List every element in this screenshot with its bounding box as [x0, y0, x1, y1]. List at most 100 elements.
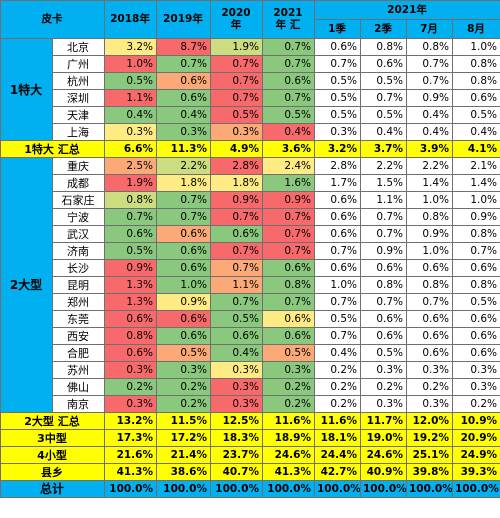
value-cell: 0.5%: [156, 344, 211, 362]
value-cell: 0.2%: [314, 361, 361, 379]
value-cell: 1.3%: [104, 293, 157, 311]
city-cell: 成都: [52, 174, 105, 192]
value-cell: 0.3%: [314, 123, 361, 141]
value-cell: 0.6%: [156, 327, 211, 345]
value-cell: 19.2%: [406, 429, 453, 447]
value-cell: 1.0%: [156, 276, 211, 294]
value-cell: 0.3%: [451, 361, 500, 379]
value-cell: 0.7%: [262, 38, 315, 56]
summary-value-cell: 10.9%: [451, 412, 500, 430]
value-cell: 0.8%: [451, 225, 500, 243]
value-cell: 0.2%: [156, 378, 211, 396]
city-cell: 西安: [52, 327, 105, 345]
value-cell: 0.5%: [104, 72, 157, 90]
value-cell: 0.7%: [406, 55, 453, 73]
value-cell: 0.3%: [210, 395, 263, 413]
city-cell: 合肥: [52, 344, 105, 362]
value-cell: 0.2%: [406, 378, 453, 396]
value-cell: 21.4%: [156, 446, 211, 464]
table-row: 宁波 0.7% 0.7% 0.7% 0.7% 0.6% 0.7% 0.8% 0.9%: [1, 208, 500, 226]
value-cell: 0.8%: [104, 327, 157, 345]
city-cell: 天津: [52, 106, 105, 124]
summary-value-cell: 11.3%: [156, 140, 211, 158]
summary-value-cell: 3.9%: [406, 140, 453, 158]
table-row: 昆明 1.3% 1.0% 1.1% 0.8% 1.0% 0.8% 0.8% 0.8%: [1, 276, 500, 294]
value-cell: 0.8%: [406, 208, 453, 226]
table-row: 天津 0.4% 0.4% 0.5% 0.5% 0.5% 0.5% 0.4% 0.5%: [1, 106, 500, 124]
value-cell: 0.2%: [314, 395, 361, 413]
value-cell: 0.6%: [156, 310, 211, 328]
summary-value-cell: 13.2%: [104, 412, 157, 430]
value-cell: 18.1%: [314, 429, 361, 447]
total-value-cell: 100.0%: [104, 480, 157, 498]
value-cell: 21.6%: [104, 446, 157, 464]
value-cell: 17.2%: [156, 429, 211, 447]
value-cell: 0.7%: [262, 55, 315, 73]
city-cell: 石家庄: [52, 191, 105, 209]
value-cell: 0.6%: [451, 344, 500, 362]
value-cell: 0.4%: [360, 123, 407, 141]
value-cell: 1.7%: [314, 174, 361, 192]
city-cell: 杭州: [52, 72, 105, 90]
value-cell: 0.6%: [406, 344, 453, 362]
value-cell: 0.5%: [314, 89, 361, 107]
value-cell: 0.6%: [314, 191, 361, 209]
value-cell: 0.2%: [104, 378, 157, 396]
value-cell: 0.5%: [314, 72, 361, 90]
value-cell: 23.7%: [210, 446, 263, 464]
city-cell: 武汉: [52, 225, 105, 243]
value-cell: 0.6%: [314, 259, 361, 277]
value-cell: 0.6%: [262, 72, 315, 90]
value-cell: 1.0%: [451, 38, 500, 56]
table-row: 县乡 41.3% 38.6% 40.7% 41.3% 42.7% 40.9% 39.8% 39.…: [0, 463, 500, 481]
value-cell: 1.9%: [210, 38, 263, 56]
value-cell: 0.2%: [314, 378, 361, 396]
category-cell: 2大型: [0, 157, 53, 413]
value-cell: 0.7%: [406, 293, 453, 311]
value-cell: 0.4%: [314, 344, 361, 362]
value-cell: 0.6%: [104, 344, 157, 362]
value-cell: 0.5%: [104, 242, 157, 260]
corner-header: 皮卡: [0, 0, 105, 39]
value-cell: 0.6%: [314, 38, 361, 56]
value-cell: 0.3%: [156, 361, 211, 379]
value-cell: 0.6%: [360, 259, 407, 277]
value-cell: 0.6%: [360, 310, 407, 328]
value-cell: 0.9%: [406, 89, 453, 107]
value-cell: 0.6%: [360, 55, 407, 73]
value-cell: 1.0%: [406, 242, 453, 260]
table-row: 郑州 1.3% 0.9% 0.7% 0.7% 0.7% 0.7% 0.7% 0.5%: [1, 293, 500, 311]
value-cell: 0.2%: [156, 395, 211, 413]
value-cell: 0.9%: [406, 225, 453, 243]
value-cell: 0.7%: [262, 225, 315, 243]
value-cell: 0.3%: [210, 378, 263, 396]
value-cell: 19.0%: [360, 429, 407, 447]
value-cell: 1.8%: [210, 174, 263, 192]
summary-value-cell: 3.6%: [262, 140, 315, 158]
value-cell: 0.7%: [156, 55, 211, 73]
value-cell: 0.8%: [360, 276, 407, 294]
summary-value-cell: 11.6%: [262, 412, 315, 430]
value-cell: 0.4%: [104, 106, 157, 124]
value-cell: 0.7%: [314, 293, 361, 311]
value-cell: 1.0%: [406, 191, 453, 209]
value-cell: 25.1%: [406, 446, 453, 464]
summary-value-cell: 12.5%: [210, 412, 263, 430]
value-cell: 0.7%: [314, 242, 361, 260]
category-cell: 3中型: [0, 429, 105, 447]
value-cell: 18.3%: [210, 429, 263, 447]
value-cell: 0.7%: [314, 55, 361, 73]
value-cell: 0.6%: [451, 89, 500, 107]
value-cell: 0.6%: [104, 310, 157, 328]
total-row: 总计 100.0% 100.0% 100.0% 100.0% 100.0% 100.0% 10…: [0, 480, 500, 498]
value-cell: 0.6%: [156, 72, 211, 90]
sales-share-table: 皮卡 2018年 2019年 2020 年 2021 年 汇 2021年 1季 …: [0, 0, 500, 498]
value-cell: 0.3%: [104, 395, 157, 413]
value-cell: 0.6%: [262, 259, 315, 277]
value-cell: 0.3%: [210, 361, 263, 379]
value-cell: 0.7%: [104, 208, 157, 226]
value-cell: 0.4%: [156, 106, 211, 124]
value-cell: 0.8%: [451, 276, 500, 294]
value-cell: 0.7%: [360, 293, 407, 311]
value-cell: 0.7%: [210, 259, 263, 277]
